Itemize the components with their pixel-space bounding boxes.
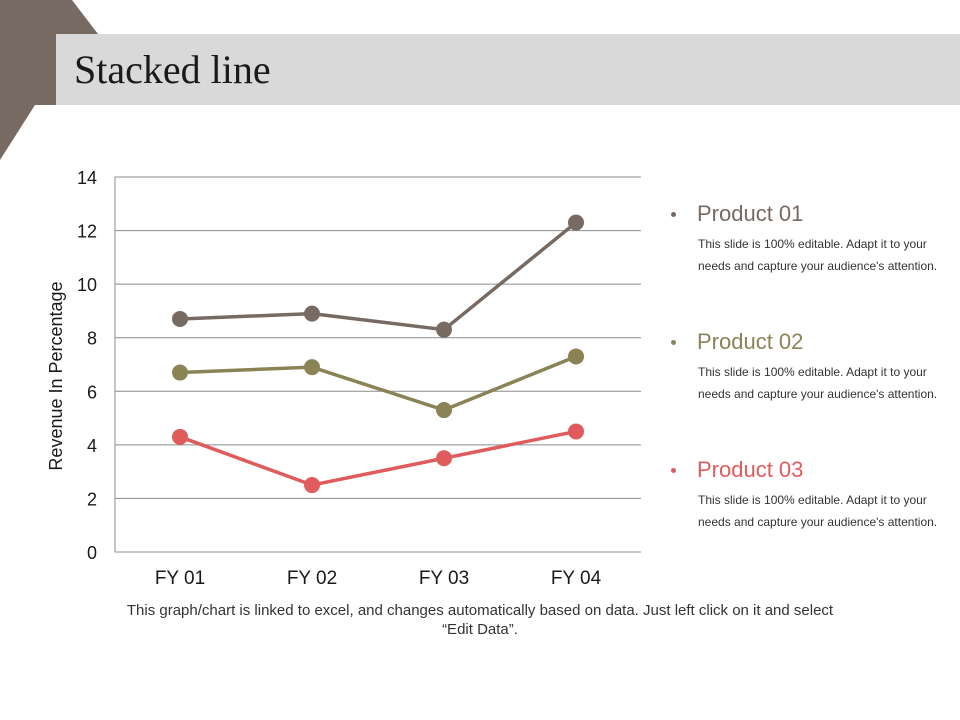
y-tick-label: 10 [77,275,97,295]
y-tick-label: 14 [77,168,97,188]
data-point-product-03 [568,423,584,440]
x-tick-labels: FY 01 FY 02 FY 03 FY 04 [155,568,602,589]
legend-item-product-02: Product 02 This slide is 100% editable. … [668,328,938,405]
y-tick-label: 4 [87,436,97,456]
y-tick-label: 6 [87,382,97,402]
bullet-icon [671,340,676,345]
y-tick-label: 8 [87,329,97,349]
legend-item-product-03: Product 03 This slide is 100% editable. … [668,456,938,533]
x-tick-label: FY 02 [287,568,337,589]
legend-title-product-01: Product 01 [668,200,938,228]
data-point-product-03 [172,428,188,445]
data-point-product-02 [568,348,584,365]
legend-title-text: Product 01 [697,201,804,226]
legend-title-product-02: Product 02 [668,328,938,356]
data-point-product-01 [304,305,320,322]
data-point-product-02 [304,359,320,376]
slide-title: Stacked line [74,47,271,92]
data-point-product-01 [172,310,188,327]
y-tick-labels: 0 2 4 6 8 10 12 14 [77,168,97,563]
chart-note: This graph/chart is linked to excel, and… [126,602,834,638]
x-tick-label: FY 04 [551,568,602,589]
data-point-product-02 [172,364,188,381]
title-band [56,34,960,105]
legend-title-text: Product 03 [697,457,804,482]
x-tick-label: FY 01 [155,568,205,589]
x-tick-label: FY 03 [419,568,469,589]
series-line-product-03 [178,429,578,487]
y-axis-label: Revenue In Percentage [46,281,66,470]
legend-title-product-03: Product 03 [668,456,938,484]
series-lines [178,220,578,487]
data-point-product-01 [436,321,452,338]
bullet-icon [671,212,676,217]
legend-title-text: Product 02 [697,329,804,354]
series-line-product-02 [178,354,578,412]
series-line-product-01 [178,220,578,332]
y-tick-label: 12 [77,222,97,242]
grid-lines [115,176,641,499]
legend-description: This slide is 100% editable. Adapt it to… [698,237,938,273]
bullet-icon [671,468,676,473]
data-point-product-03 [304,477,320,494]
y-tick-label: 0 [87,543,97,563]
data-point-product-03 [436,450,452,467]
data-point-product-02 [436,402,452,419]
legend-description: This slide is 100% editable. Adapt it to… [698,493,938,529]
series-points [172,214,584,494]
data-point-product-01 [568,214,584,231]
y-tick-label: 2 [87,489,97,509]
legend-item-product-01: Product 01 This slide is 100% editable. … [668,200,938,277]
axes [114,177,641,553]
legend-description: This slide is 100% editable. Adapt it to… [698,365,938,401]
corner-accent [0,0,98,160]
